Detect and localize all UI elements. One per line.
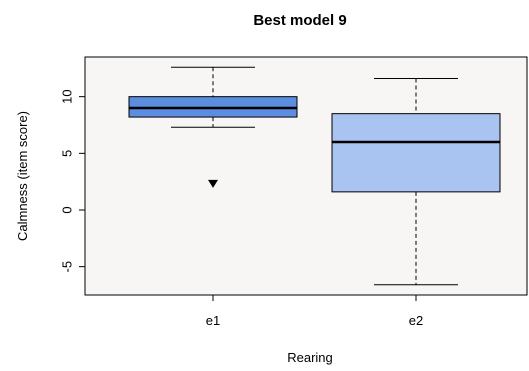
outlier-point bbox=[208, 179, 218, 188]
box-iqr bbox=[331, 113, 501, 193]
y-axis-label: Calmness (item score) bbox=[15, 111, 30, 241]
y-tick-label: -5 bbox=[60, 261, 75, 273]
x-tick-label: e1 bbox=[206, 313, 220, 328]
y-tick-label: 0 bbox=[60, 206, 75, 213]
x-axis: e1 e2 bbox=[206, 294, 423, 328]
y-tick-label: 10 bbox=[60, 89, 75, 103]
y-tick-label: 5 bbox=[60, 150, 75, 157]
y-axis: -5 0 5 10 bbox=[60, 89, 86, 273]
boxes-layer bbox=[128, 66, 501, 286]
x-axis-label: Rearing bbox=[287, 350, 333, 365]
x-tick-label: e2 bbox=[409, 313, 423, 328]
box-e2 bbox=[331, 78, 501, 286]
chart-title: Best model 9 bbox=[253, 12, 346, 29]
box-e1 bbox=[128, 66, 298, 188]
